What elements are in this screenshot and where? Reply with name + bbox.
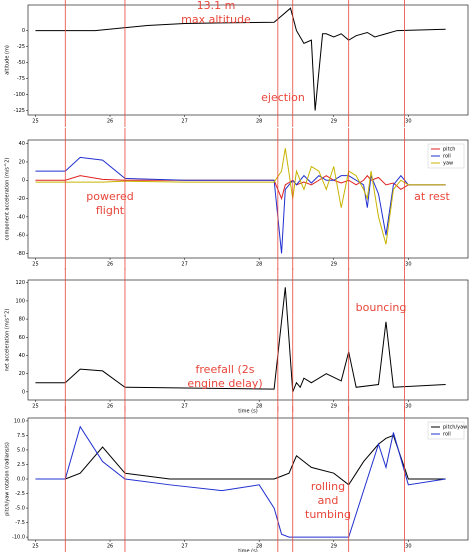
panel: 25 26 27 28 29 30 0 20 40 60 80 100 120 net accelerat… <box>5 268 469 415</box>
y-tick-label: -75 <box>17 76 25 82</box>
annotation: at rest <box>414 190 450 203</box>
y-tick-label: 7.5 <box>17 433 25 439</box>
x-axis-label: time (s) <box>238 409 257 415</box>
legend-box <box>427 143 465 169</box>
x-tick-label: 30 <box>405 119 411 125</box>
y-tick-label: 0 <box>22 389 25 395</box>
x-tick-label: 27 <box>181 262 187 268</box>
y-tick-label: 0 <box>22 178 25 184</box>
x-tick-label: 30 <box>405 544 411 550</box>
data-line <box>35 7 446 111</box>
x-tick-label: 25 <box>32 404 38 410</box>
y-tick-label: 2.5 <box>17 462 25 468</box>
annotation: bouncing <box>356 301 407 314</box>
y-axis-label: component acceleration (m/s^2) <box>5 158 11 241</box>
x-tick-label: 26 <box>107 404 113 410</box>
legend-label: pitch/yaw <box>443 425 467 431</box>
y-tick-label: -10.0 <box>12 535 25 541</box>
legend-label: roll <box>443 154 451 160</box>
y-axis-label: pitch/yaw rotation (radians/s) <box>5 442 11 516</box>
annotation: rolling <box>311 480 345 493</box>
y-tick-label: 5.0 <box>17 447 25 453</box>
data-line <box>35 148 446 245</box>
y-tick-label: 40 <box>19 353 25 359</box>
x-tick-label: 25 <box>32 119 38 125</box>
plot-area <box>27 4 469 116</box>
x-tick-label: 29 <box>331 262 337 268</box>
panel: 25 26 27 28 29 30 40 20 0 -20 -40 -60 -80 component a… <box>5 128 469 270</box>
y-tick-label: -5.0 <box>15 506 25 512</box>
x-tick-label: 25 <box>32 262 38 268</box>
x-tick-label: 28 <box>256 119 262 125</box>
x-tick-label: 25 <box>32 544 38 550</box>
y-tick-label: 120 <box>15 280 25 286</box>
annotation: ejection <box>261 91 305 104</box>
x-tick-label: 29 <box>331 544 337 550</box>
annotation: engine delay) <box>187 377 262 390</box>
annotation: powered <box>86 190 134 203</box>
legend-label: roll <box>443 432 451 438</box>
y-tick-label: 20 <box>19 159 25 165</box>
y-tick-label: -100 <box>14 92 25 98</box>
x-tick-label: 26 <box>107 544 113 550</box>
legend-label: pitch <box>443 147 455 153</box>
x-tick-label: 27 <box>181 544 187 550</box>
y-tick-label: 0.0 <box>17 477 25 483</box>
y-tick-label: 10.0 <box>14 418 25 424</box>
y-tick-label: 100 <box>15 298 25 304</box>
x-tick-label: 28 <box>256 404 262 410</box>
x-tick-label: 29 <box>331 404 337 410</box>
x-tick-label: 26 <box>107 119 113 125</box>
annotation: freefall (2s <box>196 363 255 376</box>
y-tick-label: -20 <box>17 196 25 202</box>
annotation: and <box>318 494 339 507</box>
y-tick-label: -50 <box>17 60 25 66</box>
y-tick-label: -7.5 <box>15 520 25 526</box>
y-tick-label: 0 <box>22 28 25 34</box>
y-axis-label: net acceleration (m/s^2) <box>5 309 11 372</box>
y-tick-label: 60 <box>19 335 25 341</box>
panel: 25 26 27 28 29 30 10.0 7.5 5.0 2.5 0.0 -2.5 -5.0 -7.5… <box>5 406 469 552</box>
annotation: tumbing <box>305 508 351 521</box>
data-line <box>35 156 446 254</box>
y-tick-label: -80 <box>17 251 25 257</box>
x-tick-label: 27 <box>181 119 187 125</box>
y-tick-label: 80 <box>19 317 25 323</box>
x-tick-label: 27 <box>181 404 187 410</box>
x-tick-label: 26 <box>107 262 113 268</box>
y-tick-label: 20 <box>19 371 25 377</box>
y-axis-label: altitude (m) <box>5 45 11 75</box>
y-tick-label: -25 <box>17 44 25 50</box>
legend-box <box>427 421 465 440</box>
plot-area <box>27 279 469 401</box>
x-tick-label: 28 <box>256 262 262 268</box>
x-tick-label: 28 <box>256 544 262 550</box>
x-tick-label: 29 <box>331 119 337 125</box>
panel: 25 26 27 28 29 30 0 -25 -50 -75 -100 -125 altitude (… <box>5 0 469 127</box>
x-tick-label: 30 <box>405 404 411 410</box>
y-tick-label: 40 <box>19 141 25 147</box>
y-tick-label: -2.5 <box>15 491 25 497</box>
y-tick-label: -125 <box>14 108 25 114</box>
data-line <box>35 287 446 393</box>
legend-label: yaw <box>443 161 453 167</box>
y-tick-label: -40 <box>17 214 25 220</box>
x-axis-label: time (s) <box>238 549 257 552</box>
annotation: 13.1 m <box>197 0 236 12</box>
annotation: flight <box>96 204 125 217</box>
y-tick-label: -60 <box>17 233 25 239</box>
x-tick-label: 30 <box>405 262 411 268</box>
annotation: max altitude <box>181 13 251 26</box>
